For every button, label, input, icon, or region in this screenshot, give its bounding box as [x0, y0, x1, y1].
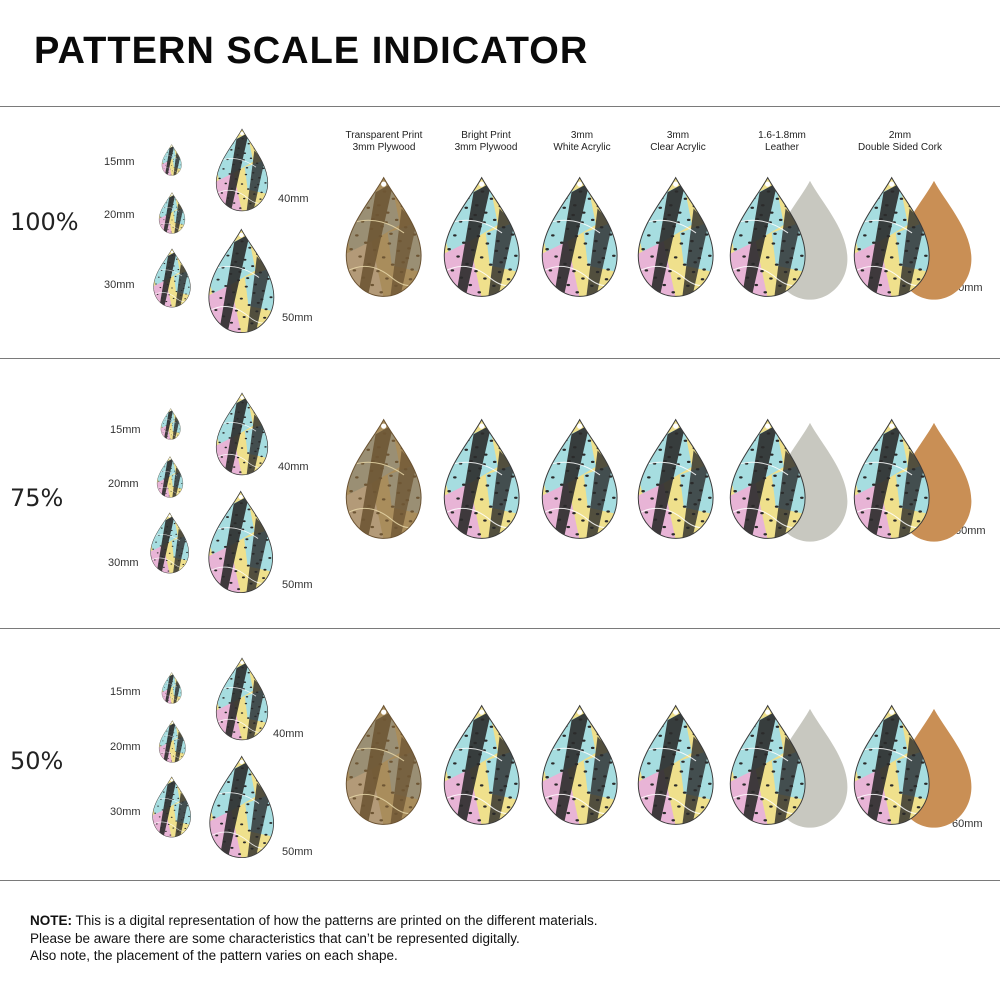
material-header: 2mm Double Sided Cork — [858, 130, 942, 153]
material-header: 3mm White Acrylic — [553, 130, 611, 153]
size-label-30mm: 30mm — [108, 557, 139, 569]
size-label-15mm: 15mm — [104, 156, 135, 168]
teardrop-image — [346, 418, 422, 539]
divider — [0, 358, 1000, 359]
teardrop-image — [444, 176, 520, 297]
size-label-40mm: 40mm — [273, 728, 304, 740]
material-header: 1.6-1.8mm Leather — [758, 130, 806, 153]
material-header: Transparent Print 3mm Plywood — [345, 130, 423, 153]
teardrop-image — [346, 704, 422, 825]
divider — [0, 628, 1000, 629]
size-label-30mm: 30mm — [110, 806, 141, 818]
teardrop-image — [162, 144, 182, 176]
teardrop-image — [158, 720, 186, 763]
teardrop-image — [162, 672, 182, 704]
scale-label-50: 50% — [10, 747, 64, 775]
size-label-40mm: 40mm — [278, 461, 309, 473]
size-label-50mm: 50mm — [282, 846, 313, 858]
size-label-20mm: 20mm — [110, 741, 141, 753]
note-line-1: This is a digital representation of how … — [72, 913, 598, 928]
size-label-20mm: 20mm — [108, 478, 139, 490]
teardrop-image — [638, 418, 714, 539]
teardrop-image — [208, 490, 274, 594]
teardrop-image — [215, 392, 269, 476]
teardrop-image — [346, 176, 422, 297]
teardrop-image — [150, 512, 190, 574]
size-label-30mm: 30mm — [104, 279, 135, 291]
note-line-3: Also note, the placement of the pattern … — [30, 948, 398, 963]
divider — [0, 880, 1000, 881]
teardrop-image — [209, 755, 275, 859]
divider — [0, 106, 1000, 107]
teardrop-image — [158, 192, 186, 234]
size-label-60mm: 60mm — [955, 525, 986, 537]
teardrop-image — [542, 704, 618, 825]
note-label: NOTE: — [30, 913, 72, 928]
note-line-2: Please be aware there are some character… — [30, 930, 520, 946]
teardrop-image — [638, 704, 714, 825]
material-header: Bright Print 3mm Plywood — [454, 130, 518, 153]
material-header: 3mm Clear Acrylic — [650, 130, 706, 153]
size-label-40mm: 40mm — [278, 193, 309, 205]
teardrop-image — [215, 657, 269, 741]
size-label-20mm: 20mm — [104, 209, 135, 221]
teardrop-image — [161, 408, 181, 440]
size-label-60mm: 60mm — [952, 818, 983, 830]
teardrop-image — [638, 176, 714, 297]
teardrop-image — [156, 456, 184, 498]
scale-label-100: 100% — [10, 208, 79, 236]
page-title: PATTERN SCALE INDICATOR — [34, 30, 589, 72]
teardrop-image — [854, 704, 972, 828]
teardrop-image — [215, 128, 269, 212]
size-label-15mm: 15mm — [110, 686, 141, 698]
teardrop-image — [444, 418, 520, 539]
teardrop-image — [153, 248, 191, 308]
teardrop-image — [730, 418, 848, 542]
size-label-15mm: 15mm — [110, 424, 141, 436]
note-text: NOTE: This is a digital representation o… — [30, 912, 598, 965]
teardrop-image — [854, 418, 972, 542]
teardrop-image — [854, 176, 972, 300]
scale-label-75: 75% — [10, 484, 64, 512]
teardrop-image — [152, 776, 192, 838]
teardrop-image — [542, 418, 618, 539]
teardrop-image — [730, 176, 848, 300]
size-label-50mm: 50mm — [282, 579, 313, 591]
teardrop-image — [542, 176, 618, 297]
teardrop-image — [444, 704, 520, 825]
size-label-50mm: 50mm — [282, 312, 313, 324]
teardrop-image — [730, 704, 848, 828]
teardrop-image — [208, 228, 274, 334]
